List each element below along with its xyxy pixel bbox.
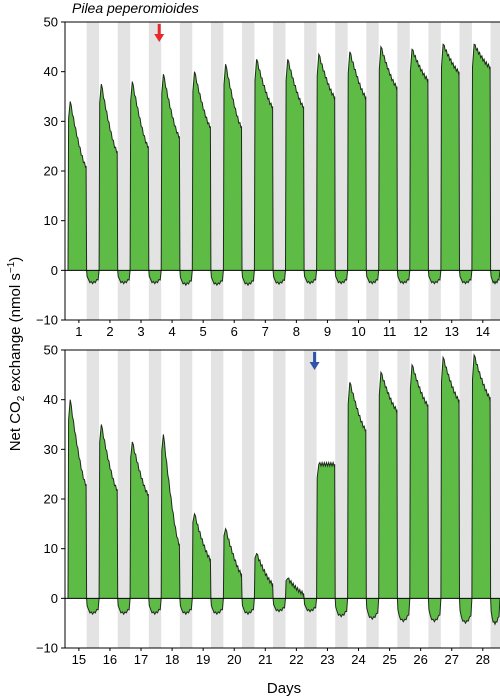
night-band <box>459 350 472 648</box>
blue-arrow-icon <box>309 352 320 370</box>
x-tick-label: 24 <box>351 652 365 667</box>
y-tick-label: 10 <box>44 541 58 556</box>
night-band <box>273 22 286 320</box>
y-tick-label: 10 <box>44 213 58 228</box>
x-tick-label: 6 <box>231 324 238 339</box>
night-band <box>86 22 100 320</box>
y-tick-label: 50 <box>44 343 58 358</box>
co2-exchange-area <box>68 355 500 625</box>
night-band <box>459 22 472 320</box>
y-tick-label: 20 <box>44 492 58 507</box>
night-band <box>490 22 500 320</box>
x-tick-label: 13 <box>444 324 458 339</box>
night-band <box>242 350 255 648</box>
y-tick-label: 40 <box>44 392 58 407</box>
night-band <box>366 22 379 320</box>
y-tick-label: 0 <box>51 591 58 606</box>
night-band <box>428 350 441 648</box>
night-band <box>148 350 162 648</box>
x-tick-label: 3 <box>137 324 144 339</box>
x-tick-label: 10 <box>351 324 365 339</box>
x-tick-label: 16 <box>103 652 117 667</box>
x-tick-label: 18 <box>165 652 179 667</box>
co2-exchange-area <box>68 44 500 286</box>
night-band <box>428 22 441 320</box>
night-band <box>335 350 348 648</box>
y-tick-label: 0 <box>51 263 58 278</box>
panel-bottom: −10 0 10 20 30 40 50 15 16 17 18 19 20 21 22 23 24 25 26 27… <box>36 343 500 667</box>
night-band <box>304 22 317 320</box>
night-band <box>179 350 193 648</box>
x-tick-label: 12 <box>413 324 427 339</box>
x-tick-label: 11 <box>383 324 397 339</box>
x-tick-label: 19 <box>196 652 210 667</box>
y-tick-label: 30 <box>44 442 58 457</box>
y-tick-label: 50 <box>44 15 58 30</box>
x-tick-label: 25 <box>382 652 396 667</box>
x-tick-label: 20 <box>227 652 241 667</box>
x-tick-label: 8 <box>293 324 300 339</box>
red-arrow-icon <box>154 24 165 42</box>
x-tick-label: 9 <box>324 324 331 339</box>
x-tick-label: 23 <box>320 652 334 667</box>
x-tick-label: 27 <box>444 652 458 667</box>
x-tick-label: 26 <box>413 652 427 667</box>
x-tick-label: 28 <box>476 652 490 667</box>
night-band <box>397 350 410 648</box>
night-band <box>490 350 500 648</box>
y-tick-label: 40 <box>44 64 58 79</box>
x-tick-label: 7 <box>262 324 269 339</box>
x-tick-label: 2 <box>106 324 113 339</box>
y-tick-label: 20 <box>44 164 58 179</box>
night-band <box>179 22 193 320</box>
y-tick-label: −10 <box>36 641 58 656</box>
x-tick-label: 22 <box>289 652 303 667</box>
night-band <box>304 350 317 648</box>
x-axis-title: Days <box>267 680 301 697</box>
night-band <box>117 22 131 320</box>
night-band <box>210 350 224 648</box>
night-band <box>86 350 100 648</box>
x-tick-label: 4 <box>168 324 175 339</box>
chart-title: Pilea peperomioides <box>72 0 199 16</box>
night-band <box>117 350 131 648</box>
night-band <box>210 22 224 320</box>
x-tick-label: 17 <box>134 652 148 667</box>
x-tick-label: 21 <box>258 652 272 667</box>
x-tick-label: 15 <box>72 652 86 667</box>
x-tick-label: 1 <box>75 324 82 339</box>
night-band <box>242 22 255 320</box>
night-band <box>273 350 286 648</box>
night-band <box>366 350 379 648</box>
y-tick-label: 30 <box>44 114 58 129</box>
y-tick-label: −10 <box>36 313 58 328</box>
y-axis-title: Net CO2 exchange (nmol s−1) <box>6 257 27 452</box>
night-band <box>148 22 162 320</box>
night-band <box>397 22 410 320</box>
night-band <box>335 22 348 320</box>
x-tick-label: 14 <box>476 324 490 339</box>
x-tick-label: 5 <box>200 324 207 339</box>
